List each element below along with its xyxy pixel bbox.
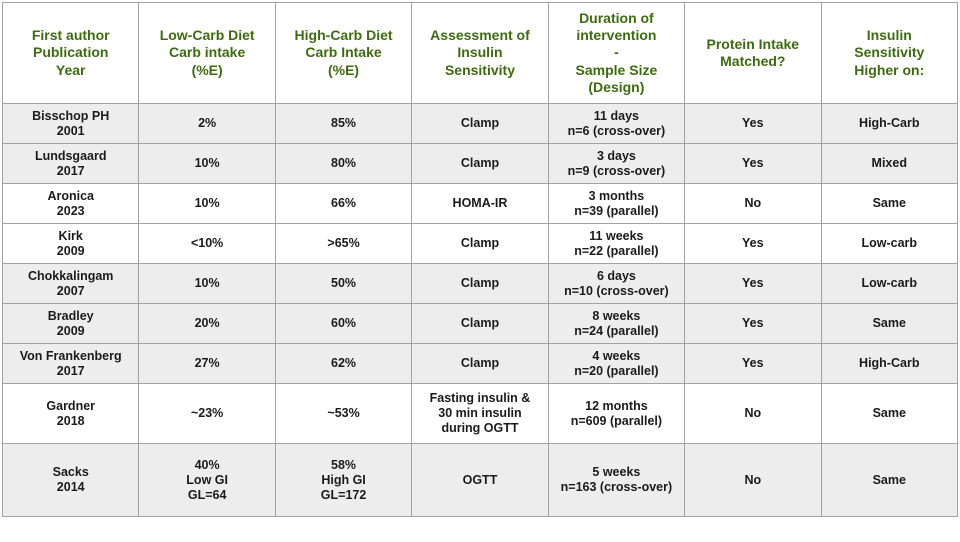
table-header: First author Publication Year Low-Carb D…: [1, 2, 959, 104]
header-high-carb-intake: High-Carb Diet Carb Intake (%E): [274, 2, 413, 104]
header-duration-sample: Duration of intervention - Sample Size (…: [547, 2, 686, 104]
cell-duration: 3 days n=9 (cross-over): [547, 143, 686, 184]
cell-high-carb: 62%: [274, 343, 413, 384]
cell-protein: Yes: [684, 143, 822, 184]
cell-protein: No: [684, 443, 822, 517]
cell-author: Kirk 2009: [1, 223, 140, 264]
cell-duration: 8 weeks n=24 (parallel): [547, 303, 686, 344]
cell-assessment: Clamp: [411, 303, 549, 344]
header-first-author: First author Publication Year: [1, 2, 140, 104]
table-body: Bisschop PH 2001 2% 85% Clamp 11 days n=…: [1, 103, 959, 517]
cell-duration: 11 weeks n=22 (parallel): [547, 223, 686, 264]
cell-author: Gardner 2018: [1, 383, 140, 444]
cell-assessment: Clamp: [411, 343, 549, 384]
cell-assessment: Clamp: [411, 143, 549, 184]
cell-duration: 11 days n=6 (cross-over): [547, 103, 686, 144]
cell-author: Lundsgaard 2017: [1, 143, 140, 184]
header-sensitivity-higher-on: Insulin Sensitivity Higher on:: [820, 2, 959, 104]
cell-assessment: Clamp: [411, 103, 549, 144]
cell-assessment: Clamp: [411, 223, 549, 264]
cell-low-carb: 20%: [138, 303, 276, 344]
table-row-gardner: Gardner 2018 ~23% ~53% Fasting insulin &…: [1, 383, 959, 444]
cell-high-carb: 85%: [274, 103, 413, 144]
cell-higher-on: High-Carb: [820, 343, 959, 384]
cell-low-carb: 27%: [138, 343, 276, 384]
cell-author: Von Frankenberg 2017: [1, 343, 140, 384]
cell-high-carb: ~53%: [274, 383, 413, 444]
table-row-bisschop: Bisschop PH 2001 2% 85% Clamp 11 days n=…: [1, 103, 959, 144]
cell-high-carb: 80%: [274, 143, 413, 184]
cell-higher-on: Same: [820, 183, 959, 224]
cell-protein: Yes: [684, 263, 822, 304]
cell-author: Aronica 2023: [1, 183, 140, 224]
cell-low-carb: 10%: [138, 183, 276, 224]
cell-protein: Yes: [684, 343, 822, 384]
header-row: First author Publication Year Low-Carb D…: [1, 2, 959, 104]
table-row-bradley: Bradley 2009 20% 60% Clamp 8 weeks n=24 …: [1, 303, 959, 344]
cell-high-carb: >65%: [274, 223, 413, 264]
cell-assessment: HOMA-IR: [411, 183, 549, 224]
cell-protein: Yes: [684, 103, 822, 144]
cell-assessment: Fasting insulin & 30 min insulin during …: [411, 383, 549, 444]
cell-higher-on: Mixed: [820, 143, 959, 184]
table-row-aronica: Aronica 2023 10% 66% HOMA-IR 3 months n=…: [1, 183, 959, 224]
cell-low-carb: <10%: [138, 223, 276, 264]
cell-high-carb: 58% High GI GL=172: [274, 443, 413, 517]
studies-table-container: First author Publication Year Low-Carb D…: [1, 2, 959, 517]
cell-protein: No: [684, 183, 822, 224]
table-row-kirk: Kirk 2009 <10% >65% Clamp 11 weeks n=22 …: [1, 223, 959, 264]
table-row-lundsgaard: Lundsgaard 2017 10% 80% Clamp 3 days n=9…: [1, 143, 959, 184]
studies-table: First author Publication Year Low-Carb D…: [1, 2, 959, 517]
header-low-carb-intake: Low-Carb Diet Carb intake (%E): [138, 2, 276, 104]
cell-higher-on: Low-carb: [820, 223, 959, 264]
cell-higher-on: Same: [820, 443, 959, 517]
cell-duration: 12 months n=609 (parallel): [547, 383, 686, 444]
cell-low-carb: ~23%: [138, 383, 276, 444]
cell-duration: 5 weeks n=163 (cross-over): [547, 443, 686, 517]
cell-higher-on: Same: [820, 303, 959, 344]
header-protein-matched: Protein Intake Matched?: [684, 2, 822, 104]
cell-assessment: Clamp: [411, 263, 549, 304]
cell-low-carb: 2%: [138, 103, 276, 144]
cell-assessment: OGTT: [411, 443, 549, 517]
cell-high-carb: 60%: [274, 303, 413, 344]
cell-low-carb: 10%: [138, 263, 276, 304]
cell-duration: 6 days n=10 (cross-over): [547, 263, 686, 304]
table-row-chokkalingam: Chokkalingam 2007 10% 50% Clamp 6 days n…: [1, 263, 959, 304]
cell-protein: Yes: [684, 303, 822, 344]
cell-author: Sacks 2014: [1, 443, 140, 517]
cell-duration: 4 weeks n=20 (parallel): [547, 343, 686, 384]
cell-higher-on: Same: [820, 383, 959, 444]
cell-protein: Yes: [684, 223, 822, 264]
cell-duration: 3 months n=39 (parallel): [547, 183, 686, 224]
cell-author: Bradley 2009: [1, 303, 140, 344]
cell-high-carb: 66%: [274, 183, 413, 224]
cell-higher-on: Low-carb: [820, 263, 959, 304]
cell-low-carb: 10%: [138, 143, 276, 184]
cell-higher-on: High-Carb: [820, 103, 959, 144]
cell-high-carb: 50%: [274, 263, 413, 304]
cell-protein: No: [684, 383, 822, 444]
cell-author: Chokkalingam 2007: [1, 263, 140, 304]
cell-author: Bisschop PH 2001: [1, 103, 140, 144]
header-assessment: Assessment of Insulin Sensitivity: [411, 2, 549, 104]
table-row-von-frankenberg: Von Frankenberg 2017 27% 62% Clamp 4 wee…: [1, 343, 959, 384]
cell-low-carb: 40% Low GI GL=64: [138, 443, 276, 517]
table-row-sacks: Sacks 2014 40% Low GI GL=64 58% High GI …: [1, 443, 959, 517]
